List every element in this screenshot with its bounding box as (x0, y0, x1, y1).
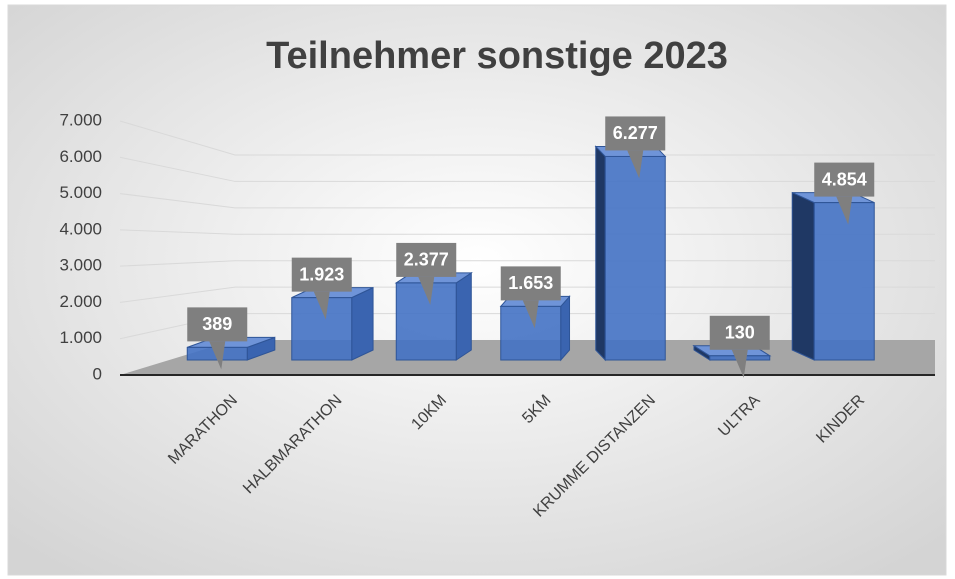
label-pointer (313, 291, 330, 320)
y-tick-label: 3.000 (59, 256, 102, 275)
bar (791, 191, 875, 361)
data-label-box (814, 162, 875, 197)
grid-line (119, 260, 935, 267)
label-pointer (209, 341, 226, 370)
bar-side (595, 145, 606, 362)
bar-side (560, 295, 571, 362)
bar (394, 271, 473, 361)
bar-side (791, 191, 815, 361)
data-label-box (291, 257, 352, 292)
bar-side (351, 286, 374, 361)
data-label: 1.653 (508, 273, 553, 293)
bar-side (455, 271, 472, 361)
bar-front (395, 282, 457, 361)
grid-line (119, 229, 935, 235)
label-pointer (836, 196, 853, 225)
grid-line (119, 120, 935, 156)
data-label: 1.923 (299, 264, 344, 284)
grid-line (119, 193, 935, 209)
y-tick-label: 2.000 (59, 292, 102, 311)
grid-line (119, 156, 935, 182)
y-tick-label: 1.000 (59, 328, 102, 347)
grid (119, 120, 935, 340)
chart-title: Teilnehmer sonstige 2023 (266, 35, 728, 77)
y-tick-label: 7.000 (59, 110, 102, 129)
label-pointer (418, 276, 435, 305)
grid-line (119, 286, 935, 303)
data-label-box (605, 116, 666, 151)
data-label-box (500, 266, 561, 301)
y-tick-label: 0 (93, 364, 102, 383)
data-label: 2.377 (404, 250, 449, 270)
data-label: 130 (725, 323, 755, 343)
data-label: 389 (202, 314, 232, 334)
y-tick-label: 6.000 (59, 147, 102, 166)
data-label-box (396, 242, 457, 277)
data-label: 4.854 (822, 169, 867, 189)
chart-area (7, 4, 947, 576)
bar-front (291, 297, 353, 361)
label-pointer (522, 300, 539, 329)
data-label-box (709, 315, 770, 350)
bar (594, 145, 667, 362)
label-pointer (627, 150, 644, 179)
y-tick-label: 4.000 (59, 219, 102, 238)
data-label-box (187, 307, 248, 342)
data-label: 6.277 (613, 123, 658, 143)
bars: 389 1.923 2.377 1.653 6.277 130 4.854 (186, 116, 875, 378)
y-tick-label: 5.000 (59, 183, 102, 202)
bar (291, 286, 374, 361)
label-pointer (731, 349, 748, 378)
bar-front (604, 155, 666, 361)
bar-front (813, 202, 875, 361)
